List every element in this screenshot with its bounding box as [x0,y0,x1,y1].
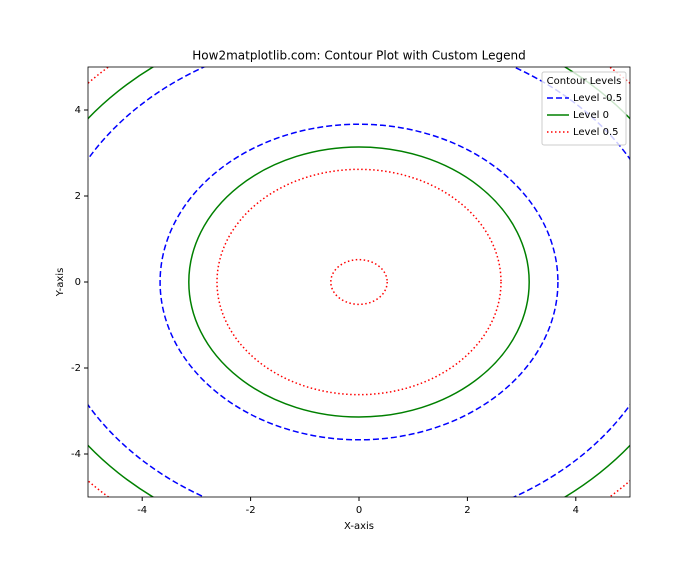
x-tick-label: 4 [573,505,579,516]
x-tick-label: 0 [356,505,362,516]
legend-box [541,71,627,146]
legend-label: Level 0.5 [573,127,618,138]
x-tick-label: 2 [464,505,470,516]
y-axis-label: Y-axis [55,268,66,298]
contour-line [159,123,559,441]
legend-title: Contour Levels [547,76,622,87]
x-tick-label: -4 [137,505,147,516]
x-axis-label: X-axis [344,521,374,532]
legend-label: Level -0.5 [573,93,622,104]
x-tick-label: -2 [246,505,256,516]
legend-label: Level 0 [573,110,609,121]
contour-line [330,258,388,306]
chart-title: How2matplotlib.com: Contour Plot with Cu… [192,49,525,63]
y-tick-label: 2 [75,191,81,202]
y-tick-label: -4 [71,449,81,460]
legend: Contour Levels Level -0.5 Level 0 Level 0.5 [541,71,627,146]
y-tick-label: -2 [71,363,81,374]
y-tick-label: 0 [75,277,81,288]
y-tick-label: 4 [75,105,81,116]
contour-line [216,168,502,396]
contour-line [188,146,530,418]
